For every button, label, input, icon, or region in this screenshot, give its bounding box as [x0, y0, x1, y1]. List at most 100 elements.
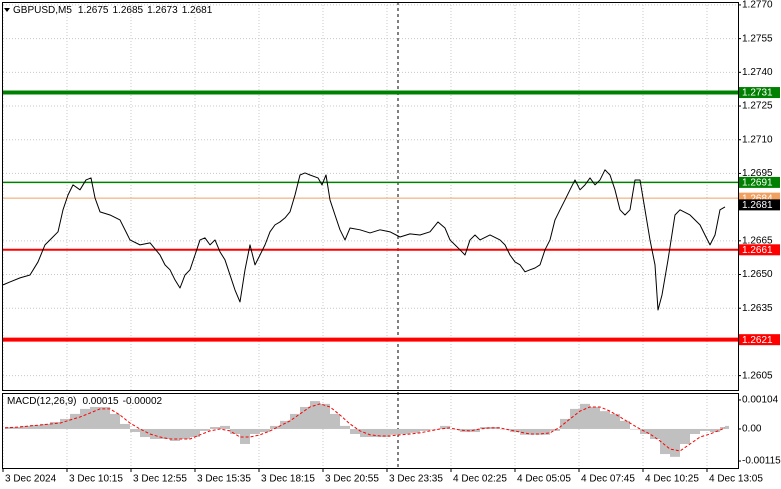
macd-bar — [700, 428, 710, 431]
level-label-box — [739, 176, 780, 188]
macd-bar — [725, 425, 729, 429]
macd-bar — [90, 406, 100, 429]
macd-bar — [40, 423, 50, 429]
macd-bar — [170, 428, 180, 441]
macd-bar — [370, 428, 380, 438]
macd-bar — [460, 428, 470, 433]
x-tick-label: 4 Dec 05:05 — [517, 474, 571, 485]
main-pane-frame — [2, 2, 739, 391]
macd-bar — [380, 428, 390, 438]
macd-bar — [490, 427, 500, 429]
x-tick-label: 3 Dec 18:15 — [261, 474, 315, 485]
macd-bar — [660, 428, 670, 455]
y-tick-label: 1.2755 — [742, 33, 773, 44]
macd-bar — [640, 428, 650, 434]
macd-bar — [110, 413, 120, 429]
macd-pane-frame — [2, 393, 739, 469]
macd-bar — [590, 406, 600, 429]
level-label: 1.2661 — [742, 245, 773, 256]
macd-bar — [420, 428, 430, 431]
macd-bar — [50, 421, 60, 429]
y-tick-label: 1.2695 — [742, 168, 773, 179]
menu-triangle — [4, 8, 10, 12]
macd-bar — [280, 420, 290, 429]
x-tick-label: 4 Dec 07:45 — [581, 474, 635, 485]
macd-bar — [720, 427, 725, 429]
y-tick-label: 1.2725 — [742, 101, 773, 112]
macd-bar — [180, 428, 190, 440]
macd-bar — [160, 428, 170, 440]
macd-bar — [60, 418, 70, 429]
last-price-label-box — [739, 199, 780, 211]
macd-bar — [80, 408, 90, 429]
header-part: -0.00002 — [123, 396, 163, 407]
x-tick-label: 3 Dec 12:55 — [133, 474, 187, 485]
macd-bar — [350, 428, 360, 434]
header-part: 1.2673 — [147, 5, 178, 16]
macd-bar — [450, 428, 460, 430]
macd-bar — [70, 413, 80, 429]
macd-bar — [650, 428, 660, 440]
macd-bar — [710, 428, 720, 433]
macd-bar — [20, 425, 30, 429]
macd-bar — [5, 427, 20, 429]
header-part: 1.2675 — [78, 5, 109, 16]
macd-bar — [540, 428, 550, 435]
level-label-box — [739, 244, 780, 256]
macd-bar — [600, 411, 610, 429]
header-part: MACD(12,26,9) — [7, 396, 76, 407]
macd-bar — [200, 428, 210, 431]
macd-bar — [550, 428, 560, 431]
macd-bar — [320, 403, 330, 429]
header-part: 1.2681 — [182, 5, 213, 16]
header-text: GBPUSD,M5 1.2675 1.2685 1.2673 1.2681 — [13, 5, 213, 16]
marks-layer — [2, 90, 738, 457]
level-label: 1.2684 — [742, 193, 773, 204]
macd-bar — [500, 428, 510, 430]
macd-bar — [150, 428, 160, 440]
level-label-box — [739, 192, 780, 204]
header-part: GBPUSD,M5 — [13, 5, 72, 16]
macd-bar — [470, 428, 480, 433]
header-text: MACD(12,26,9) 0.00015 -0.00002 — [7, 396, 163, 407]
macd-bar — [610, 413, 620, 429]
level-label-box — [739, 87, 780, 99]
header-part: 1.2685 — [113, 5, 144, 16]
macd-bar — [250, 428, 260, 434]
macd-bar — [620, 420, 630, 429]
macd-bar — [130, 428, 140, 433]
x-tick-label: 4 Dec 10:25 — [645, 474, 699, 485]
macd-bar — [270, 425, 280, 429]
macd-bar — [310, 401, 320, 429]
macd-bar — [230, 428, 240, 434]
macd-bar — [210, 427, 220, 429]
macd-bar — [530, 428, 540, 435]
level-label-box — [739, 334, 780, 346]
macd-bar — [630, 428, 640, 430]
macd-bar — [510, 428, 520, 433]
macd-bar — [480, 427, 490, 429]
macd-bar — [30, 425, 40, 429]
y-tick-label: 1.2710 — [742, 134, 773, 145]
header-part: 0.00015 — [82, 396, 119, 407]
y-tick-label: 1.2740 — [742, 67, 773, 78]
macd-bar — [120, 423, 130, 429]
x-tick-label: 3 Dec 2024 — [5, 474, 57, 485]
price-line — [4, 403, 726, 452]
y-tick-label: 0.00 — [742, 424, 762, 435]
macd-bar — [560, 418, 570, 429]
level-label: 1.2731 — [742, 88, 773, 99]
macd-bar — [190, 428, 200, 438]
y-tick-label: 1.2665 — [742, 235, 773, 246]
macd-bar — [400, 428, 410, 434]
last-price-label: 1.2681 — [742, 200, 773, 211]
grid-layer — [2, 2, 738, 468]
macd-bar — [240, 428, 250, 445]
x-tick-label: 4 Dec 02:25 — [453, 474, 507, 485]
macd-bar — [410, 428, 420, 433]
y-tick-label: 1.2605 — [742, 370, 773, 381]
x-tick-label: 3 Dec 15:35 — [197, 474, 251, 485]
macd-bar — [670, 428, 680, 457]
macd-bar — [340, 425, 350, 429]
macd-bar — [330, 413, 340, 429]
